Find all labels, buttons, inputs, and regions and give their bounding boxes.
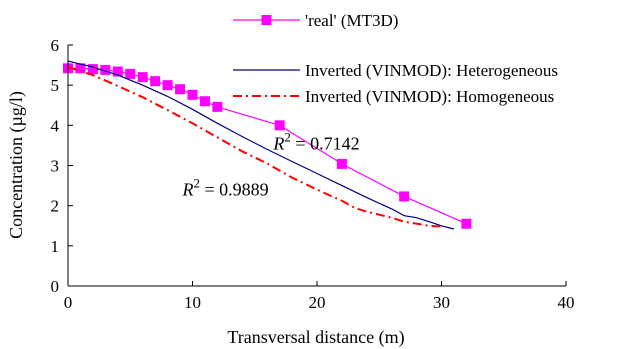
data-point — [399, 191, 410, 202]
data-point — [125, 68, 136, 79]
data-point — [100, 64, 111, 75]
r-squared-annotation: R2 = 0.9889 — [182, 176, 269, 200]
y-tick-label: 4 — [51, 116, 60, 135]
x-ticks: 0 10 20 30 40 — [64, 281, 575, 312]
data-point — [150, 76, 161, 87]
y-tick-label: 5 — [51, 76, 60, 95]
data-point — [87, 64, 98, 75]
y-tick-label: 0 — [51, 277, 60, 296]
legend-label-2: Inverted (VINMOD): Heterogeneous — [305, 61, 558, 80]
x-tick-label: 20 — [309, 293, 326, 312]
data-point — [137, 72, 148, 83]
data-point — [336, 158, 347, 169]
series-line-3 — [67, 66, 442, 228]
legend: 'real' (MT3D) Inverted (VINMOD): Heteroge… — [233, 11, 558, 106]
legend-label-3: Inverted (VINMOD): Homogeneous — [305, 87, 554, 106]
r-squared-annotation: R2 = 0.7142 — [272, 129, 359, 153]
data-point — [212, 101, 223, 112]
x-axis-label: Transversal distance (m) — [227, 327, 404, 348]
data-point — [274, 120, 285, 131]
annotation-base: R — [182, 180, 194, 200]
data-point — [187, 89, 198, 100]
legend-label-1: 'real' (MT3D) — [305, 11, 398, 30]
y-tick-label: 2 — [51, 197, 60, 216]
annotation-value: = 0.9889 — [200, 180, 269, 200]
data-point — [162, 80, 173, 91]
y-ticks: 0 1 2 3 4 5 6 — [51, 36, 73, 296]
annotation-sup: 2 — [194, 176, 201, 191]
data-point — [112, 66, 123, 77]
annotation-sup: 2 — [284, 129, 291, 144]
annotation-base: R — [272, 133, 284, 153]
data-point — [75, 63, 86, 74]
y-tick-label: 3 — [51, 157, 60, 176]
data-point — [199, 96, 210, 107]
x-tick-label: 30 — [433, 293, 450, 312]
data-point — [461, 218, 472, 229]
y-tick-label: 6 — [51, 36, 60, 55]
y-tick-label: 1 — [51, 237, 60, 256]
series-line-2 — [67, 60, 455, 230]
x-tick-label: 40 — [558, 293, 575, 312]
y-axis-label: Concentration (µg/l) — [6, 91, 27, 239]
data-point — [175, 84, 186, 95]
x-tick-label: 10 — [184, 293, 201, 312]
annotation-value: = 0.7142 — [291, 133, 360, 153]
legend-marker — [261, 15, 272, 25]
x-tick-label: 0 — [64, 293, 73, 312]
